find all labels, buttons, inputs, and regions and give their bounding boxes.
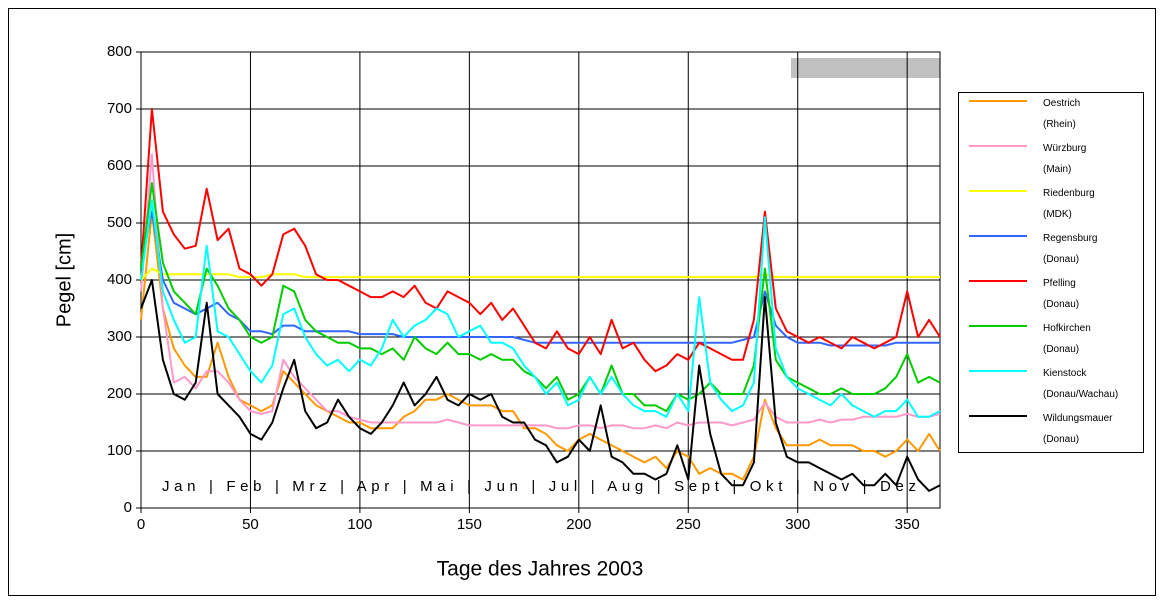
y-tick-label: 400 [107, 271, 132, 288]
x-tick-label: 50 [242, 516, 259, 533]
legend-label: Hofkirchen (Donau) [1043, 323, 1091, 355]
legend-label: Kienstock (Donau/Wachau) [1043, 368, 1118, 400]
series-line [140, 182, 941, 413]
x-tick-label: 200 [566, 516, 591, 533]
y-tick-label: 200 [107, 385, 132, 402]
x-axis-label: Tage des Jahres 2003 [437, 558, 644, 581]
legend-label: Regensburg (Donau) [1043, 233, 1097, 265]
legend-label: Pfelling (Donau) [1043, 278, 1079, 310]
x-tick-label: 300 [785, 516, 810, 533]
x-tick-label: 250 [676, 516, 701, 533]
series-line [140, 267, 940, 281]
grey-box [791, 58, 940, 78]
y-tick-label: 600 [107, 157, 132, 174]
y-tick-label: 0 [124, 499, 132, 516]
y-tick-label: 300 [107, 328, 132, 345]
series-line [140, 108, 941, 373]
legend-label: Oestrich (Rhein) [1043, 98, 1080, 130]
x-tick-label: 0 [137, 516, 145, 533]
x-tick-label: 150 [457, 516, 482, 533]
x-tick-label: 350 [895, 516, 920, 533]
series-line [140, 199, 941, 418]
series-line [140, 279, 941, 492]
y-tick-label: 500 [107, 214, 132, 231]
legend-label: Würzburg (Main) [1043, 143, 1086, 175]
legend-box [958, 92, 1144, 453]
month-labels: Jan | Feb | Mrz | Apr | Mai | Jun | Jul … [162, 478, 916, 495]
y-axis-label: Pegel [cm] [53, 233, 75, 327]
y-tick-label: 800 [107, 43, 132, 60]
y-tick-label: 700 [107, 100, 132, 117]
y-tick-label: 100 [107, 442, 132, 459]
legend-label: Wildungsmauer (Donau) [1043, 413, 1113, 445]
legend-label: Riedenburg (MDK) [1043, 188, 1095, 220]
series-line [140, 153, 941, 430]
x-tick-label: 100 [347, 516, 372, 533]
